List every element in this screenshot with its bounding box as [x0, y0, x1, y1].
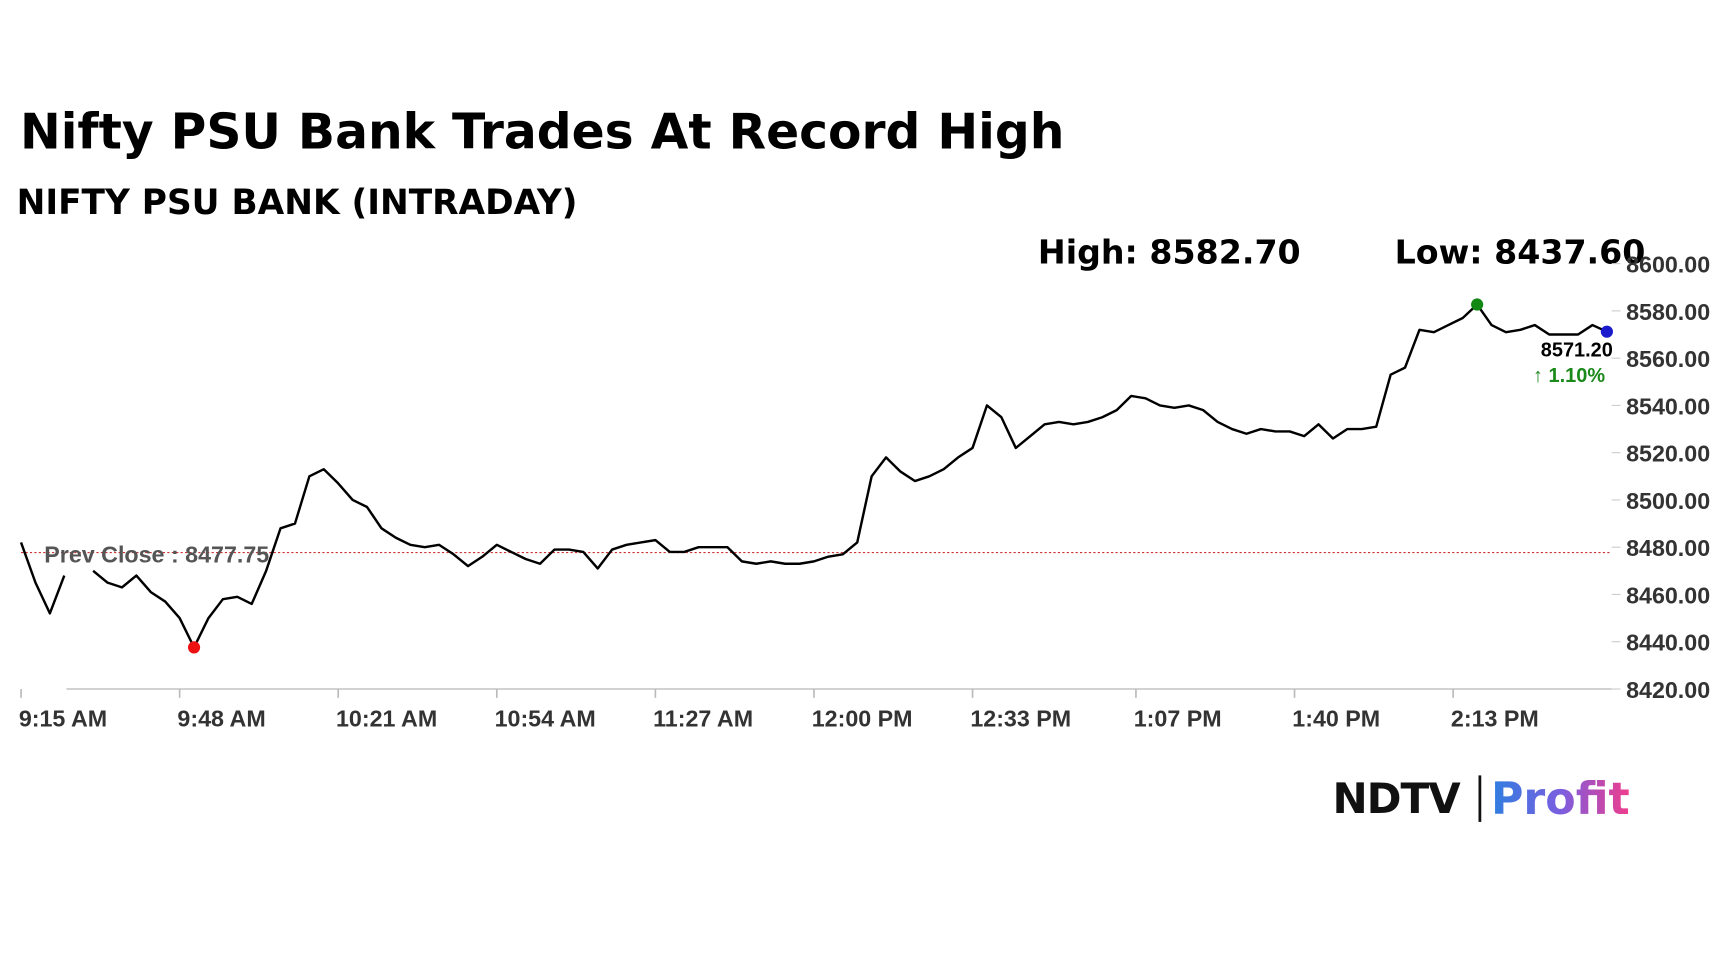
low-marker — [187, 641, 201, 654]
y-tick-label: 8540.00 — [1626, 393, 1710, 419]
x-tick-label: 12:00 PM — [812, 706, 913, 732]
chart-title: Nifty PSU Bank Trades At Record High — [20, 104, 1064, 160]
x-tick-label: 12:33 PM — [970, 706, 1071, 732]
y-tick-label: 8500.00 — [1626, 488, 1710, 514]
y-tick-label: 8440.00 — [1626, 630, 1710, 656]
x-tick-label: 10:54 AM — [495, 706, 596, 732]
logo-profit: Profit — [1491, 774, 1630, 825]
y-tick-label: 8420.00 — [1626, 677, 1710, 703]
high-marker — [1471, 298, 1484, 311]
change-label: ↑ 1.10% — [1533, 365, 1605, 387]
x-tick-label: 9:15 AM — [19, 706, 107, 732]
logo-ndtv: NDTV — [1333, 774, 1462, 823]
y-tick-label: 8520.00 — [1626, 441, 1710, 467]
x-tick-label: 2:13 PM — [1451, 706, 1539, 732]
prev-close-label: Prev Close : 8477.75 — [44, 541, 269, 567]
x-tick-label: 11:27 AM — [653, 706, 753, 732]
x-tick-label: 1:40 PM — [1292, 706, 1380, 732]
x-tick-label: 1:07 PM — [1134, 706, 1222, 732]
y-tick-label: 8480.00 — [1626, 535, 1710, 561]
y-tick-label: 8600.00 — [1626, 251, 1710, 277]
y-tick-label: 8580.00 — [1626, 299, 1710, 325]
low-label: Low: 8437.60 — [1395, 233, 1646, 272]
y-tick-label: 8560.00 — [1626, 346, 1710, 372]
price-line — [19, 542, 66, 615]
x-tick-label: 9:48 AM — [177, 706, 265, 732]
last-marker — [1600, 325, 1613, 338]
chart-subtitle: NIFTY PSU BANK (INTRADAY) — [17, 183, 578, 223]
price-line — [92, 303, 1608, 649]
last-price-label: 8571.20 — [1541, 340, 1613, 362]
x-tick-label: 10:21 AM — [336, 706, 437, 732]
high-label: High: 8582.70 — [1038, 233, 1301, 272]
y-tick-label: 8460.00 — [1626, 582, 1710, 608]
